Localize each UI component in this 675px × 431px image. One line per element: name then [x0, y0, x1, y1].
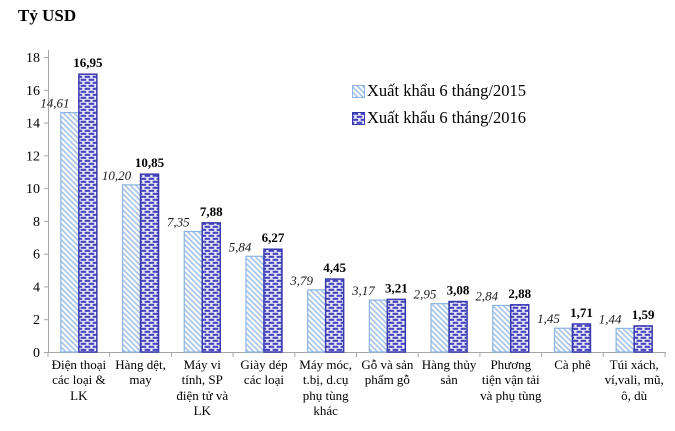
y-axis-tick-label: 0: [33, 346, 40, 361]
value-label-2016: 10,85: [135, 155, 165, 170]
bar-2015: [430, 303, 450, 353]
bar-2016: [633, 325, 653, 353]
bar-2015: [245, 255, 265, 353]
x-category-label: Điện thoại các loại & LK: [51, 357, 107, 403]
y-axis-tick-label: 16: [26, 84, 40, 99]
value-label-2015: 1,44: [599, 311, 622, 326]
value-label-2016: 3,08: [447, 283, 470, 298]
bar-2016: [263, 248, 283, 353]
value-label-2015: 5,84: [229, 239, 252, 254]
x-category-label: Hàng dệt, may: [115, 357, 166, 388]
x-category-label: Phương tiện vận tải và phụ tùng: [480, 357, 542, 403]
value-label-2015: 3,17: [351, 283, 375, 298]
legend-label-2016: Xuất khẩu 6 tháng/2016: [367, 108, 527, 127]
legend-swatch-2016-icon: [352, 111, 365, 125]
bar-2015: [121, 184, 142, 353]
y-axis-tick-label: 4: [33, 280, 40, 295]
bar-2016: [78, 73, 98, 353]
legend: Xuất khẩu 6 tháng/2015 Xuất khẩu 6 tháng…: [352, 81, 526, 128]
bar-2016: [201, 222, 221, 353]
y-axis-tick-label: 12: [26, 149, 40, 164]
legend-label-2015: Xuất khẩu 6 tháng/2015: [367, 81, 527, 100]
legend-item-2015: Xuất khẩu 6 tháng/2015: [352, 81, 526, 101]
bar-2015: [183, 230, 203, 353]
bar-2016: [324, 278, 345, 353]
bar-2015: [368, 299, 388, 353]
bar-2016: [571, 323, 592, 353]
value-label-2015: 1,45: [537, 311, 560, 326]
y-axis-tick-label: 18: [26, 51, 40, 66]
bar-2016: [386, 298, 407, 353]
bar-2015: [307, 289, 327, 353]
value-label-2015: 7,35: [167, 215, 190, 230]
x-category-label: Gỗ và sản phẩm gỗ: [361, 357, 414, 388]
value-label-2016: 6,27: [262, 230, 285, 245]
x-category-label: Giày dép các loại: [240, 357, 288, 388]
x-axis-labels: Điện thoại các loại & LK Hàng dệt, may Máy…: [48, 357, 665, 418]
value-label-2015: 14,61: [40, 96, 69, 111]
chart-title: Tỷ USD: [18, 6, 77, 25]
value-label-2015: 3,79: [289, 273, 313, 288]
x-category-label: Máy vi tính, SP điện tử và LK: [176, 357, 229, 418]
bar-2015: [60, 111, 80, 353]
value-label-2016: 4,45: [323, 260, 346, 275]
value-label-2016: 7,88: [200, 204, 223, 219]
value-label-2015: 2,84: [475, 288, 498, 303]
value-label-2015: 10,20: [102, 168, 132, 183]
x-category-label: Hàng thủy sản: [421, 357, 477, 388]
x-category-label: Máy móc, t.bị, d.cụ phụ tùng khác: [299, 357, 353, 418]
bar-2016: [139, 173, 160, 353]
bar-2016: [510, 304, 530, 353]
y-axis-tick-label: 14: [26, 117, 40, 132]
value-label-2015: 2,95: [414, 287, 437, 302]
y-axis-tick-label: 6: [33, 248, 40, 263]
y-axis-tick-label: 10: [26, 182, 40, 197]
bar-2015: [615, 327, 635, 353]
x-category-label: Cà phê: [554, 357, 591, 372]
value-label-2016: 16,95: [73, 55, 103, 70]
bar-2015: [492, 304, 512, 353]
x-category-label: Túi xách, ví,vali, mũ, ô, dù: [604, 357, 664, 403]
bar-2016: [448, 300, 468, 353]
value-label-2016: 3,21: [385, 280, 408, 295]
value-label-2016: 2,88: [508, 286, 531, 301]
bar-2015: [553, 327, 574, 353]
value-label-2016: 1,59: [632, 307, 655, 322]
y-axis-tick-label: 8: [33, 215, 40, 230]
value-label-2016: 1,71: [570, 305, 593, 320]
legend-swatch-2015-icon: [352, 84, 365, 98]
legend-item-2016: Xuất khẩu 6 tháng/2016: [352, 108, 526, 128]
y-axis-tick-label: 2: [33, 313, 40, 328]
